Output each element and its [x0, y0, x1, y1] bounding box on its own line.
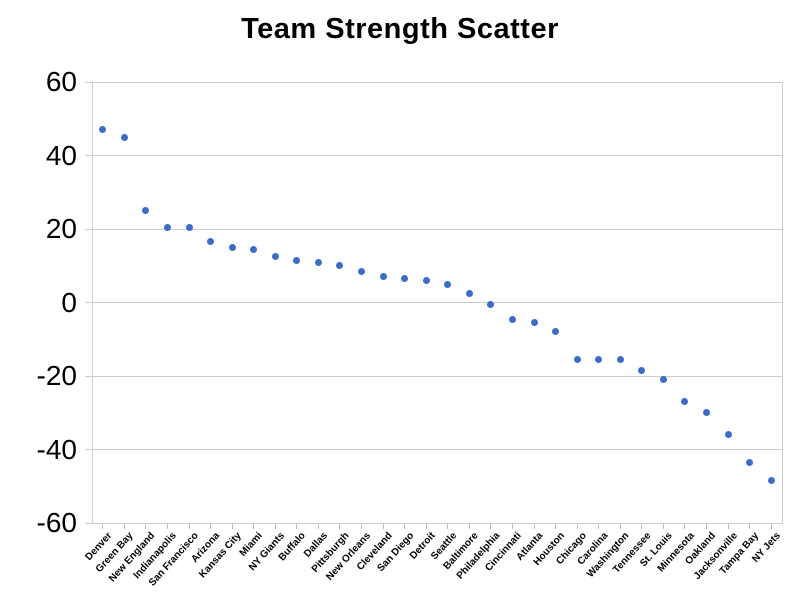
x-axis-tick [490, 524, 492, 529]
y-gridline [85, 522, 783, 524]
data-point[interactable] [314, 258, 322, 266]
x-axis-tick [447, 524, 449, 529]
data-point[interactable] [465, 289, 473, 297]
data-point[interactable] [228, 243, 236, 251]
x-axis-tick [339, 524, 341, 529]
data-point[interactable] [724, 431, 732, 439]
data-point[interactable] [163, 223, 171, 231]
data-point[interactable] [120, 133, 128, 141]
x-axis-tick [662, 524, 664, 529]
y-axis-tick-label: 20 [45, 213, 77, 244]
y-gridline [85, 302, 783, 303]
x-axis-tick [145, 524, 147, 529]
y-axis-tick-label: -60 [36, 507, 77, 538]
x-axis-tick [166, 524, 168, 529]
x-axis-tick [619, 524, 621, 529]
data-point[interactable] [616, 355, 624, 363]
y-axis-tick-label: -40 [36, 433, 77, 465]
y-axis-line [92, 82, 93, 524]
data-point[interactable] [185, 223, 193, 231]
x-axis-tick [296, 524, 298, 529]
x-axis-tick [684, 524, 686, 529]
x-axis-tick [404, 524, 406, 529]
data-point[interactable] [422, 276, 430, 284]
y-gridline [85, 449, 783, 450]
data-point[interactable] [487, 300, 495, 308]
data-point[interactable] [746, 458, 754, 466]
x-axis-tick [425, 524, 427, 529]
data-point[interactable] [595, 355, 603, 363]
data-point[interactable] [573, 355, 581, 363]
x-axis-tick [770, 524, 772, 529]
data-point[interactable] [293, 256, 301, 264]
plot-right-border [782, 82, 783, 524]
y-axis-tick-label: -20 [36, 360, 77, 391]
x-axis-tick [317, 524, 319, 529]
x-axis-tick [576, 524, 578, 529]
data-point[interactable] [659, 376, 667, 384]
data-point[interactable] [142, 207, 150, 215]
data-point[interactable] [552, 328, 560, 336]
x-axis-tick [468, 524, 470, 529]
data-point[interactable] [207, 238, 215, 246]
data-point[interactable] [767, 477, 775, 485]
x-axis-tick [382, 524, 384, 529]
data-point[interactable] [358, 267, 366, 275]
x-axis-tick [641, 524, 643, 529]
x-axis-tick [123, 524, 125, 529]
x-axis-tick [727, 524, 729, 529]
data-point[interactable] [638, 366, 646, 374]
x-axis-tick [253, 524, 255, 529]
data-point[interactable] [444, 280, 452, 288]
data-point[interactable] [401, 275, 409, 283]
x-axis-tick [533, 524, 535, 529]
x-axis-tick [749, 524, 751, 529]
y-gridline [85, 155, 783, 156]
chart-title: Team Strength Scatter [241, 13, 559, 45]
x-axis-tick [102, 524, 104, 529]
x-axis-tick [274, 524, 276, 529]
data-point[interactable] [530, 319, 538, 327]
data-point[interactable] [336, 262, 344, 270]
y-gridline [85, 81, 783, 83]
x-axis-tick [706, 524, 708, 529]
data-point[interactable] [99, 126, 107, 134]
x-axis-tick [555, 524, 557, 529]
x-axis-tick [210, 524, 212, 529]
y-gridline [85, 228, 783, 230]
x-axis-tick [361, 524, 363, 529]
data-point[interactable] [379, 273, 387, 281]
data-point[interactable] [271, 253, 279, 261]
y-axis-tick-label: 60 [45, 66, 77, 97]
data-point[interactable] [250, 245, 258, 253]
y-axis-tick-label: 40 [45, 139, 77, 171]
data-point[interactable] [508, 315, 516, 323]
y-gridline [85, 375, 783, 377]
data-point[interactable] [703, 409, 711, 417]
x-axis-tick [511, 524, 513, 529]
x-axis-tick [188, 524, 190, 529]
x-axis-tick [598, 524, 600, 529]
x-axis-tick [231, 524, 233, 529]
data-point[interactable] [681, 398, 689, 406]
y-axis-tick-label: 0 [61, 286, 77, 318]
